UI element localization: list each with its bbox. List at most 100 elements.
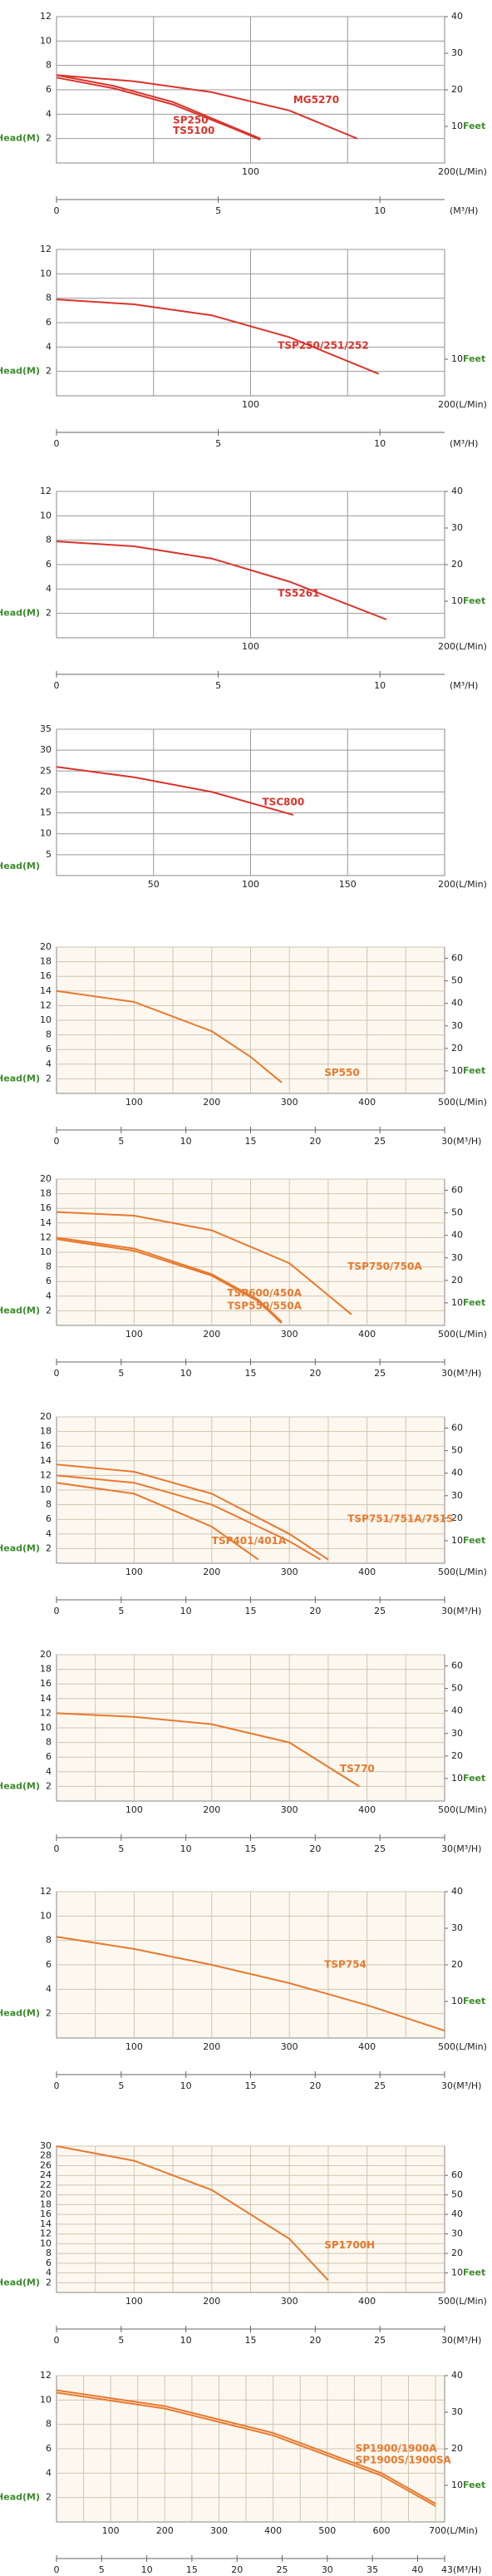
y2-tick-label: 40 — [451, 2208, 463, 2219]
y2-axis-label: Feet — [463, 121, 485, 131]
y-tick-label: 26 — [40, 2159, 52, 2170]
y-tick-label: 2 — [46, 1305, 52, 1315]
curve — [56, 766, 294, 817]
y-tick-label: 2 — [46, 2277, 52, 2287]
curve — [56, 1482, 259, 1561]
x-tick-label: 200 — [156, 2525, 174, 2536]
x-tick-label: 200 — [203, 1804, 220, 1815]
curve-label: SP250 — [173, 114, 209, 126]
curve — [56, 540, 387, 620]
y-tick-label: 22 — [40, 2179, 52, 2190]
x-tick-label: 100 — [125, 2296, 143, 2307]
y-tick-label: 18 — [40, 956, 52, 967]
curve — [56, 2389, 436, 2504]
x-tick-label: 400 — [358, 2041, 376, 2052]
y-tick-label: 10 — [40, 2238, 52, 2248]
y2-tick-label: 40 — [451, 486, 463, 496]
y2-tick-label: 30 — [451, 1020, 463, 1031]
y-tick-label: 14 — [40, 985, 52, 996]
x-tick-label: 400 — [358, 1329, 376, 1340]
y2-tick-label: 20 — [451, 559, 463, 570]
x-tick-label: 50 — [148, 879, 160, 890]
x2-tick-label: 5 — [215, 205, 221, 216]
x2-tick-label: 15 — [245, 1843, 257, 1854]
x2-tick-label: 43(M³/H) — [441, 2564, 481, 2575]
x-tick-label: 100 — [102, 2525, 120, 2536]
curve-label: TSP550/550A — [227, 1300, 302, 1312]
y-tick-label: 24 — [40, 2169, 52, 2180]
y2-tick-label: 10 — [451, 353, 463, 364]
x-tick-label: 400 — [358, 1097, 376, 1108]
y-tick-label: 12 — [40, 999, 52, 1010]
y2-tick-label: 40 — [451, 998, 463, 1009]
curve-label: SP1900S/1900SA — [356, 2455, 452, 2466]
y2-tick-label: 60 — [451, 1423, 463, 1434]
y2-tick-label: 40 — [451, 2370, 463, 2381]
x2-tick-label: 5 — [118, 1606, 124, 1616]
y-tick-label: 4 — [46, 583, 52, 594]
y-tick-label: 10 — [40, 1722, 52, 1733]
x-tick-label: 100 — [125, 1097, 143, 1108]
y2-tick-label: 30 — [451, 2406, 463, 2417]
y-tick-label: 2 — [46, 133, 52, 144]
y-tick-label: 6 — [46, 1513, 52, 1524]
x2-tick-label: 20 — [309, 1606, 321, 1616]
y-tick-label: 8 — [46, 293, 52, 303]
x2-tick-label: 10 — [180, 2335, 192, 2346]
y-tick-label: 10 — [40, 1910, 52, 1921]
y-tick-label: 28 — [40, 2150, 52, 2161]
x-tick-label: 100 — [242, 641, 259, 652]
y-axis-label: Head(M) — [0, 2492, 40, 2503]
x-tick-label: 400 — [264, 2525, 282, 2536]
x-tick-label: 200 — [203, 1097, 220, 1108]
x2-tick-label: 30(M³/H) — [441, 1368, 481, 1379]
y-tick-label: 20 — [40, 941, 52, 952]
x2-tick-label: 0 — [54, 1136, 60, 1147]
y-tick-label: 4 — [46, 1766, 52, 1777]
y-tick-label: 18 — [40, 1188, 52, 1199]
x2-tick-label: 0 — [54, 1606, 60, 1616]
y-tick-label: 8 — [46, 2419, 52, 2430]
y-tick-label: 4 — [46, 108, 52, 119]
y-tick-label: 30 — [40, 2140, 52, 2151]
x-tick-label: 200(L/Min) — [438, 879, 487, 890]
y-tick-label: 8 — [46, 1737, 52, 1748]
y2-tick-label: 10 — [451, 2268, 463, 2278]
y-tick-label: 6 — [46, 1276, 52, 1286]
y2-axis-label: Feet — [463, 595, 485, 606]
y-tick-label: 12 — [40, 1707, 52, 1718]
y-tick-label: 4 — [46, 1983, 52, 1994]
x-tick-label: 600 — [372, 2525, 390, 2536]
y-axis-label: Head(M) — [0, 861, 40, 871]
x-tick-label: 500 — [318, 2525, 336, 2536]
x2-tick-label: 20 — [309, 1136, 321, 1147]
y2-tick-label: 50 — [451, 1207, 463, 1218]
curve-label: TS5100 — [173, 125, 214, 136]
x-tick-label: 300 — [281, 2296, 298, 2307]
y-tick-label: 2 — [46, 1780, 52, 1791]
x2-tick-label: 15 — [245, 1606, 257, 1616]
y2-tick-label: 10 — [451, 1297, 463, 1308]
y-tick-label: 16 — [40, 2208, 52, 2219]
x-tick-label: 300 — [281, 1329, 298, 1340]
curve-label: SP550 — [324, 1067, 360, 1078]
curve-label: SP1900/1900A — [356, 2443, 438, 2455]
curve — [56, 74, 261, 140]
y-tick-label: 6 — [46, 1044, 52, 1054]
y-tick-label: 14 — [40, 1693, 52, 1704]
y2-tick-label: 40 — [451, 1468, 463, 1478]
x-tick-label: 500(L/Min) — [438, 1329, 487, 1340]
x2-tick-label: 30(M³/H) — [441, 1136, 481, 1147]
x2-tick-label: 15 — [186, 2564, 198, 2575]
x2-axis-label: (M³/H) — [450, 205, 478, 216]
curve-label: TSP751/751A/751S — [347, 1513, 453, 1525]
x2-axis-label: (M³/H) — [450, 680, 478, 691]
x-tick-label: 150 — [339, 879, 357, 890]
y2-tick-label: 40 — [451, 1886, 463, 1897]
x-tick-label: 500(L/Min) — [438, 1567, 487, 1577]
y-tick-label: 14 — [40, 2218, 52, 2229]
curve-label: TSP401/401A — [212, 1535, 287, 1547]
y-axis-label: Head(M) — [0, 1780, 40, 1791]
y-tick-label: 12 — [40, 2228, 52, 2239]
